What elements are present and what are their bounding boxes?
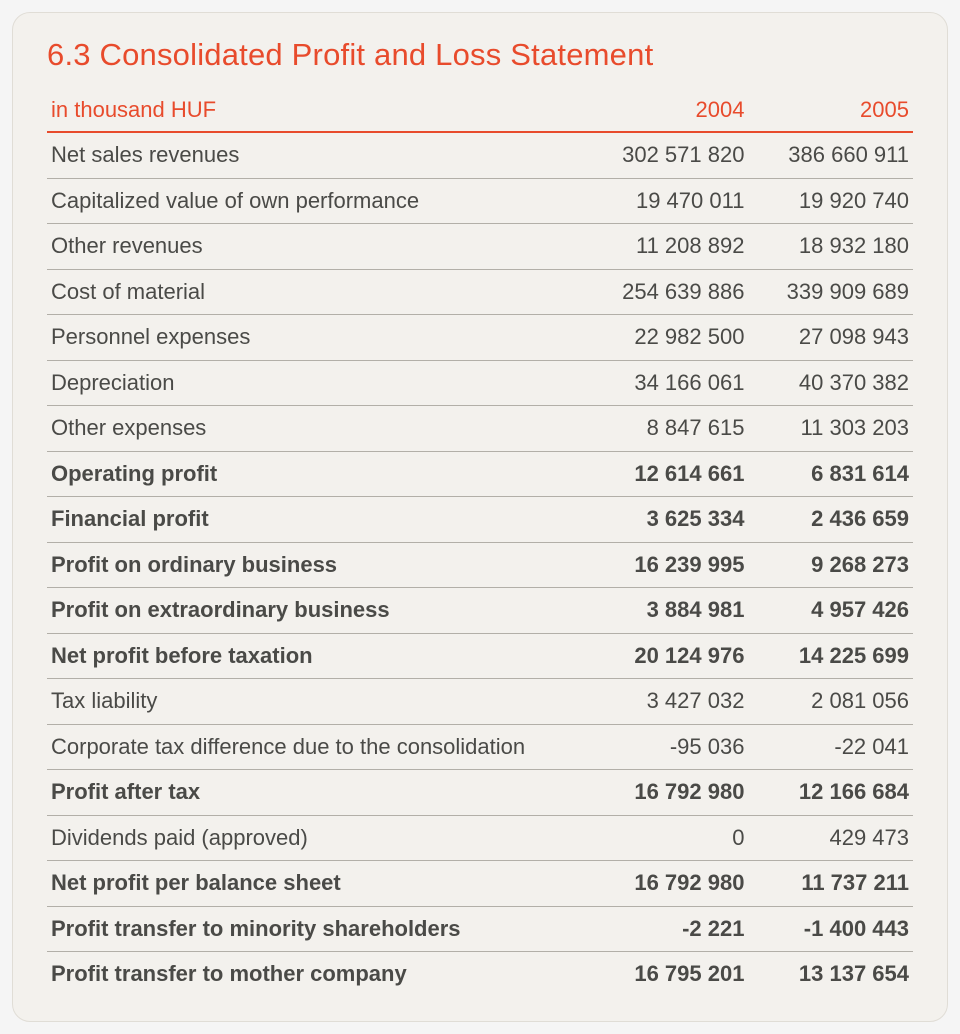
- row-value-2004: 3 884 981: [584, 588, 749, 634]
- row-label: Profit after tax: [47, 770, 584, 816]
- table-row: Financial profit3 625 3342 436 659: [47, 497, 913, 543]
- row-value-2004: 20 124 976: [584, 633, 749, 679]
- row-value-2005: 2 436 659: [748, 497, 913, 543]
- table-row: Capitalized value of own performance19 4…: [47, 178, 913, 224]
- row-label: Personnel expenses: [47, 315, 584, 361]
- table-row: Depreciation34 166 06140 370 382: [47, 360, 913, 406]
- table-row: Dividends paid (approved)0429 473: [47, 815, 913, 861]
- table-header-row: in thousand HUF 2004 2005: [47, 87, 913, 132]
- row-value-2004: 22 982 500: [584, 315, 749, 361]
- header-col1: 2004: [584, 87, 749, 132]
- row-label: Net profit before taxation: [47, 633, 584, 679]
- row-value-2004: 16 239 995: [584, 542, 749, 588]
- row-label: Net profit per balance sheet: [47, 861, 584, 907]
- row-value-2004: 16 795 201: [584, 952, 749, 997]
- row-value-2004: 3 427 032: [584, 679, 749, 725]
- table-row: Personnel expenses22 982 50027 098 943: [47, 315, 913, 361]
- table-row: Net profit before taxation20 124 97614 2…: [47, 633, 913, 679]
- row-value-2004: 16 792 980: [584, 861, 749, 907]
- row-label: Capitalized value of own performance: [47, 178, 584, 224]
- row-label: Tax liability: [47, 679, 584, 725]
- row-value-2004: 11 208 892: [584, 224, 749, 270]
- header-label: in thousand HUF: [47, 87, 584, 132]
- row-value-2005: -22 041: [748, 724, 913, 770]
- row-value-2005: 14 225 699: [748, 633, 913, 679]
- row-value-2005: 18 932 180: [748, 224, 913, 270]
- row-label: Cost of material: [47, 269, 584, 315]
- row-value-2004: 0: [584, 815, 749, 861]
- row-value-2005: 11 737 211: [748, 861, 913, 907]
- row-label: Profit transfer to minority shareholders: [47, 906, 584, 952]
- row-value-2005: 386 660 911: [748, 132, 913, 178]
- statement-panel: 6.3 Consolidated Profit and Loss Stateme…: [12, 12, 948, 1022]
- row-label: Other expenses: [47, 406, 584, 452]
- row-label: Net sales revenues: [47, 132, 584, 178]
- row-value-2005: 4 957 426: [748, 588, 913, 634]
- row-value-2004: 34 166 061: [584, 360, 749, 406]
- row-value-2004: 19 470 011: [584, 178, 749, 224]
- row-label: Profit on ordinary business: [47, 542, 584, 588]
- table-row: Other revenues11 208 89218 932 180: [47, 224, 913, 270]
- row-value-2005: 2 081 056: [748, 679, 913, 725]
- table-row: Profit on extraordinary business3 884 98…: [47, 588, 913, 634]
- row-value-2004: 302 571 820: [584, 132, 749, 178]
- page: 6.3 Consolidated Profit and Loss Stateme…: [0, 0, 960, 1034]
- table-row: Profit transfer to minority shareholders…: [47, 906, 913, 952]
- header-col2: 2005: [748, 87, 913, 132]
- row-value-2004: 16 792 980: [584, 770, 749, 816]
- row-label: Other revenues: [47, 224, 584, 270]
- table-row: Profit on ordinary business16 239 9959 2…: [47, 542, 913, 588]
- row-value-2005: 12 166 684: [748, 770, 913, 816]
- table-row: Net sales revenues302 571 820386 660 911: [47, 132, 913, 178]
- row-label: Profit transfer to mother company: [47, 952, 584, 997]
- statement-title: 6.3 Consolidated Profit and Loss Stateme…: [47, 37, 913, 73]
- row-value-2004: 3 625 334: [584, 497, 749, 543]
- row-value-2004: 12 614 661: [584, 451, 749, 497]
- row-label: Profit on extraordinary business: [47, 588, 584, 634]
- row-value-2005: 27 098 943: [748, 315, 913, 361]
- row-value-2005: 11 303 203: [748, 406, 913, 452]
- row-value-2005: 9 268 273: [748, 542, 913, 588]
- row-value-2005: 40 370 382: [748, 360, 913, 406]
- row-value-2005: 339 909 689: [748, 269, 913, 315]
- row-value-2004: -2 221: [584, 906, 749, 952]
- row-label: Depreciation: [47, 360, 584, 406]
- row-value-2005: 13 137 654: [748, 952, 913, 997]
- row-label: Financial profit: [47, 497, 584, 543]
- table-row: Other expenses8 847 61511 303 203: [47, 406, 913, 452]
- row-value-2005: 429 473: [748, 815, 913, 861]
- table-row: Profit transfer to mother company16 795 …: [47, 952, 913, 997]
- table-row: Profit after tax16 792 98012 166 684: [47, 770, 913, 816]
- row-label: Corporate tax difference due to the cons…: [47, 724, 584, 770]
- table-row: Operating profit12 614 6616 831 614: [47, 451, 913, 497]
- statement-table: in thousand HUF 2004 2005 Net sales reve…: [47, 87, 913, 997]
- table-row: Cost of material254 639 886339 909 689: [47, 269, 913, 315]
- row-value-2004: -95 036: [584, 724, 749, 770]
- table-row: Net profit per balance sheet16 792 98011…: [47, 861, 913, 907]
- row-label: Operating profit: [47, 451, 584, 497]
- row-value-2005: 6 831 614: [748, 451, 913, 497]
- table-row: Tax liability3 427 0322 081 056: [47, 679, 913, 725]
- row-value-2004: 254 639 886: [584, 269, 749, 315]
- row-value-2005: 19 920 740: [748, 178, 913, 224]
- row-value-2005: -1 400 443: [748, 906, 913, 952]
- row-value-2004: 8 847 615: [584, 406, 749, 452]
- row-label: Dividends paid (approved): [47, 815, 584, 861]
- table-row: Corporate tax difference due to the cons…: [47, 724, 913, 770]
